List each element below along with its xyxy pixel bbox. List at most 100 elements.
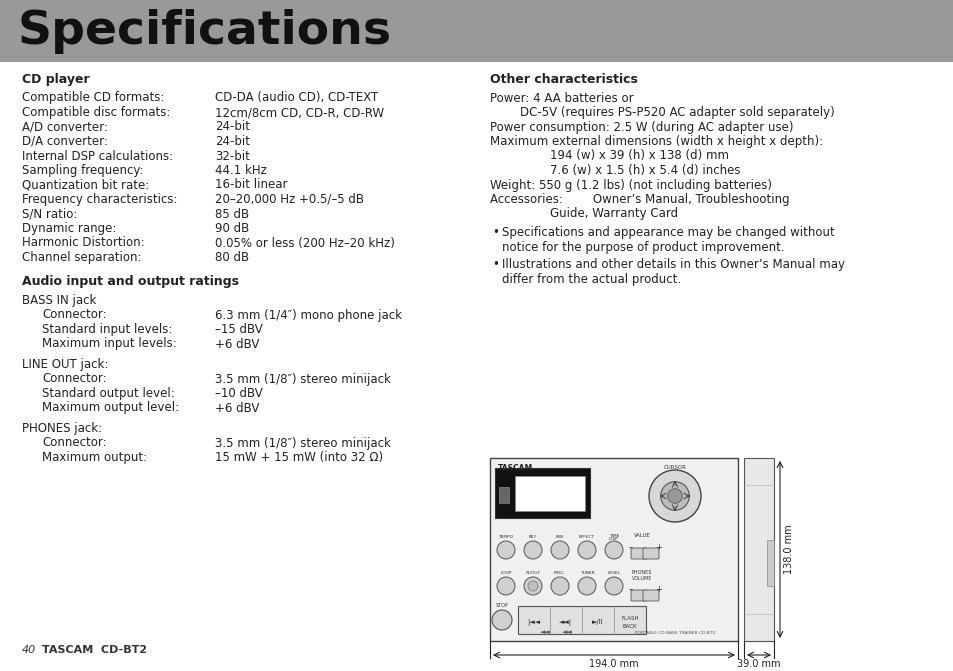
Bar [517, 606, 645, 634]
Text: BBE: BBE [555, 535, 564, 539]
Text: 44.1 kHz: 44.1 kHz [214, 164, 267, 177]
Text: –: – [628, 586, 633, 595]
Circle shape [551, 577, 568, 595]
Text: Audio input and output ratings: Audio input and output ratings [22, 276, 239, 289]
Text: notice for the purpose of product improvement.: notice for the purpose of product improv… [501, 240, 783, 254]
Text: +6 dBV: +6 dBV [214, 338, 259, 350]
Text: Specifications: Specifications [18, 9, 392, 54]
Text: 138.0 mm: 138.0 mm [783, 525, 793, 574]
Text: 3.5 mm (1/8″) stereo minijack: 3.5 mm (1/8″) stereo minijack [214, 437, 391, 450]
Text: 39.0 mm: 39.0 mm [737, 659, 780, 669]
Text: 24-bit: 24-bit [214, 135, 250, 148]
Text: +: + [655, 544, 661, 552]
Text: DC-5V (requires PS-P520 AC adapter sold separately): DC-5V (requires PS-P520 AC adapter sold … [490, 106, 834, 119]
Text: S/N ratio:: S/N ratio: [22, 207, 77, 221]
Text: –15 dBV: –15 dBV [214, 323, 262, 336]
Text: TIME: TIME [608, 534, 618, 538]
Text: FLASH: FLASH [620, 615, 639, 621]
FancyBboxPatch shape [642, 590, 659, 601]
Text: Maximum output level:: Maximum output level: [42, 401, 179, 415]
Circle shape [523, 541, 541, 559]
Text: TASCAM  CD-BT2: TASCAM CD-BT2 [42, 645, 147, 655]
Text: 15 mW + 15 mW (into 32 Ω): 15 mW + 15 mW (into 32 Ω) [214, 451, 383, 464]
Text: Connector:: Connector: [42, 372, 107, 386]
Circle shape [578, 541, 596, 559]
Text: 24-bit: 24-bit [214, 121, 250, 134]
Text: –10 dBV: –10 dBV [214, 387, 262, 400]
Text: Connector:: Connector: [42, 309, 107, 321]
Text: 80 dB: 80 dB [214, 251, 249, 264]
Text: A/D converter:: A/D converter: [22, 121, 108, 134]
Text: 32-bit: 32-bit [214, 150, 250, 162]
Text: Compatible CD formats:: Compatible CD formats: [22, 91, 164, 105]
Text: STOP: STOP [496, 603, 508, 608]
Bar [766, 540, 773, 586]
Text: differ from the actual product.: differ from the actual product. [501, 272, 680, 285]
Text: LOOP: LOOP [499, 571, 511, 575]
Text: PORTABLE CD BASS TRAINER CD-BT2: PORTABLE CD BASS TRAINER CD-BT2 [635, 631, 715, 635]
Circle shape [660, 482, 689, 511]
Text: Sampling frequency:: Sampling frequency: [22, 164, 143, 177]
Text: Internal DSP calculations:: Internal DSP calculations: [22, 150, 172, 162]
Text: 0.05% or less (200 Hz–20 kHz): 0.05% or less (200 Hz–20 kHz) [214, 236, 395, 250]
Circle shape [578, 577, 596, 595]
Text: CD player: CD player [22, 73, 90, 86]
Text: ►/II: ►/II [592, 619, 603, 625]
FancyBboxPatch shape [630, 590, 646, 601]
Circle shape [492, 610, 512, 630]
Text: 90 dB: 90 dB [214, 222, 249, 235]
Text: Frequency characteristics:: Frequency characteristics: [22, 193, 177, 206]
Text: TEMPO: TEMPO [497, 535, 513, 539]
Text: Power: 4 AA batteries or: Power: 4 AA batteries or [490, 91, 633, 105]
Text: 3.5 mm (1/8″) stereo minijack: 3.5 mm (1/8″) stereo minijack [214, 372, 391, 386]
Text: 20–20,000 Hz +0.5/–5 dB: 20–20,000 Hz +0.5/–5 dB [214, 193, 364, 206]
Text: 7.6 (w) x 1.5 (h) x 5.4 (d) inches: 7.6 (w) x 1.5 (h) x 5.4 (d) inches [490, 164, 740, 177]
Text: Weight: 550 g (1.2 lbs) (not including batteries): Weight: 550 g (1.2 lbs) (not including b… [490, 178, 771, 191]
Text: 194.0 mm: 194.0 mm [589, 659, 639, 669]
Text: Harmonic Distortion:: Harmonic Distortion: [22, 236, 145, 250]
FancyBboxPatch shape [642, 548, 659, 559]
Text: KEY: KEY [528, 535, 537, 539]
Circle shape [497, 541, 515, 559]
Text: |◄◄: |◄◄ [527, 619, 540, 625]
Text: 16-bit linear: 16-bit linear [214, 178, 287, 191]
Text: 40: 40 [22, 645, 36, 655]
Text: ◄◄: ◄◄ [561, 629, 572, 635]
Text: PHONES jack:: PHONES jack: [22, 422, 102, 435]
Text: •: • [492, 258, 498, 271]
Text: Accessories:        Owner’s Manual, Troubleshooting: Accessories: Owner’s Manual, Troubleshoo… [490, 193, 789, 206]
Text: BASS IN jack: BASS IN jack [22, 294, 96, 307]
Circle shape [551, 541, 568, 559]
Text: 12cm/8cm CD, CD-R, CD-RW: 12cm/8cm CD, CD-R, CD-RW [214, 106, 384, 119]
Text: –: – [628, 544, 633, 552]
Bar [0, 0, 953, 62]
Text: +6 dBV: +6 dBV [214, 401, 259, 415]
Text: PHONES: PHONES [631, 570, 652, 575]
Text: +: + [655, 586, 661, 595]
Circle shape [527, 581, 537, 591]
Text: CD-DA (audio CD), CD-TEXT: CD-DA (audio CD), CD-TEXT [214, 91, 377, 105]
Text: EFFECT: EFFECT [578, 535, 595, 539]
Text: 85 dB: 85 dB [214, 207, 249, 221]
Text: Specifications and appearance may be changed without: Specifications and appearance may be cha… [501, 226, 834, 239]
Text: Maximum output:: Maximum output: [42, 451, 147, 464]
Text: TUNER: TUNER [579, 571, 594, 575]
Text: •: • [492, 226, 498, 239]
Text: Guide, Warranty Card: Guide, Warranty Card [490, 207, 678, 221]
Text: Maximum input levels:: Maximum input levels: [42, 338, 176, 350]
Text: TASCAM: TASCAM [497, 464, 533, 473]
Text: Power consumption: 2.5 W (during AC adapter use): Power consumption: 2.5 W (during AC adap… [490, 121, 793, 134]
Text: Connector:: Connector: [42, 437, 107, 450]
Text: VALUE: VALUE [633, 533, 650, 538]
Text: Standard input levels:: Standard input levels: [42, 323, 172, 336]
Circle shape [604, 577, 622, 595]
Text: 6.3 mm (1/4″) mono phone jack: 6.3 mm (1/4″) mono phone jack [214, 309, 401, 321]
Circle shape [667, 488, 681, 503]
Circle shape [497, 577, 515, 595]
Text: BACK: BACK [622, 623, 637, 629]
Text: DISP: DISP [608, 537, 618, 541]
Bar [515, 476, 584, 511]
Text: 194 (w) x 39 (h) x 138 (d) mm: 194 (w) x 39 (h) x 138 (d) mm [490, 150, 728, 162]
Text: Channel separation:: Channel separation: [22, 251, 141, 264]
Bar [495, 468, 589, 518]
